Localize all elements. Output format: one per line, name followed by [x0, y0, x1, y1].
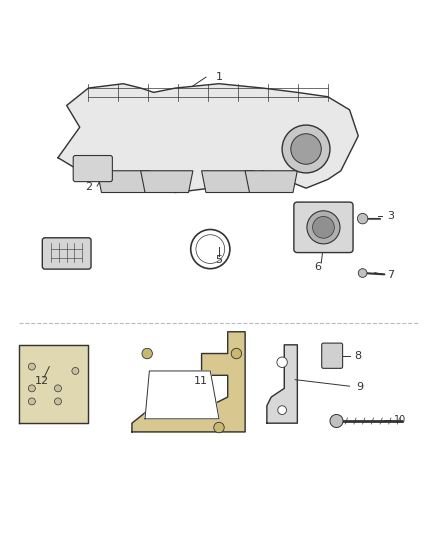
Text: 2: 2: [85, 182, 92, 192]
FancyBboxPatch shape: [73, 156, 113, 182]
Circle shape: [28, 385, 35, 392]
Circle shape: [330, 415, 343, 427]
Text: 7: 7: [387, 270, 395, 280]
Circle shape: [28, 363, 35, 370]
Text: 6: 6: [315, 262, 322, 272]
Text: 12: 12: [34, 376, 49, 385]
Text: 9: 9: [356, 383, 363, 392]
Circle shape: [214, 422, 224, 433]
Circle shape: [307, 211, 340, 244]
Circle shape: [28, 398, 35, 405]
Text: 11: 11: [194, 376, 208, 385]
Polygon shape: [132, 332, 245, 432]
Circle shape: [277, 357, 287, 367]
Circle shape: [278, 406, 286, 415]
FancyBboxPatch shape: [322, 343, 343, 368]
Circle shape: [282, 125, 330, 173]
Polygon shape: [201, 171, 254, 192]
Polygon shape: [19, 345, 88, 423]
Circle shape: [313, 216, 334, 238]
FancyBboxPatch shape: [294, 202, 353, 253]
Circle shape: [72, 367, 79, 375]
Polygon shape: [145, 371, 219, 419]
Polygon shape: [58, 84, 358, 192]
Polygon shape: [141, 171, 193, 192]
Text: 10: 10: [393, 415, 406, 425]
Circle shape: [357, 213, 368, 224]
Text: 8: 8: [355, 351, 362, 361]
Text: 1: 1: [215, 72, 223, 82]
FancyBboxPatch shape: [42, 238, 91, 269]
Polygon shape: [97, 171, 149, 192]
Polygon shape: [267, 345, 297, 423]
Circle shape: [54, 385, 61, 392]
Text: 3: 3: [388, 212, 394, 221]
Circle shape: [231, 349, 242, 359]
Text: 5: 5: [215, 255, 223, 265]
Text: 4: 4: [72, 240, 79, 250]
Circle shape: [54, 398, 61, 405]
Circle shape: [291, 134, 321, 164]
Polygon shape: [245, 171, 297, 192]
Circle shape: [358, 269, 367, 277]
Circle shape: [142, 349, 152, 359]
